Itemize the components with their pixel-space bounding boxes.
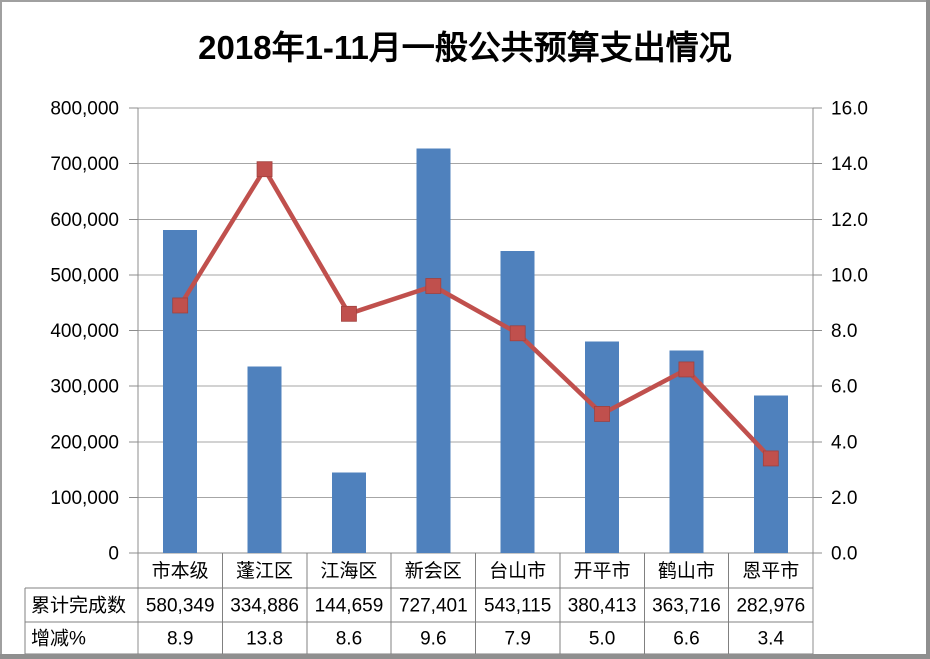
table-cell-change: 3.4 [758,629,785,650]
right-axis-tick-label: 8.0 [831,321,857,342]
category-label: 鹤山市 [658,560,715,582]
table-row-header-change: 增减% [31,628,86,650]
marker-5 [594,406,610,422]
table-cell-change: 9.6 [420,629,446,650]
left-axis-tick-label: 400,000 [50,321,119,342]
left-axis-tick-label: 600,000 [50,210,119,231]
bar-2 [331,472,366,553]
bar-0 [163,230,198,554]
category-label: 蓬江区 [236,560,293,582]
right-axis-tick-label: 2.0 [831,488,857,509]
table-cell-cumulative: 363,716 [652,596,721,617]
bar-5 [585,341,620,553]
table-cell-change: 5.0 [589,629,615,650]
category-label: 恩平市 [742,560,799,582]
right-axis-tick-label: 12.0 [831,210,868,231]
right-axis-tick-label: 16.0 [831,99,868,120]
table-cell-cumulative: 334,886 [230,596,299,617]
table-cell-change: 13.8 [246,629,283,650]
table-cell-cumulative: 380,413 [568,596,637,617]
left-axis-tick-label: 700,000 [50,154,119,175]
bar-7 [753,395,788,553]
table-cell-change: 7.9 [504,629,530,650]
left-axis-tick-label: 500,000 [50,265,119,286]
marker-4 [509,325,526,342]
table-cell-cumulative: 543,115 [484,596,551,617]
category-label: 市本级 [152,560,209,582]
right-axis-tick-label: 0.0 [831,544,857,565]
left-axis-tick-label: 300,000 [50,377,119,398]
marker-6 [678,361,695,378]
category-label: 开平市 [574,560,631,582]
left-axis-tick-label: 100,000 [50,488,119,509]
bar-1 [247,366,282,553]
table-cell-cumulative: 727,401 [399,596,468,617]
line-series [178,166,773,460]
marker-2 [341,305,357,322]
marker-1 [256,161,273,178]
category-label: 台山市 [489,560,546,582]
right-axis-tick-label: 10.0 [831,265,868,286]
category-label: 江海区 [320,560,377,582]
marker-7 [762,450,779,467]
chart-title: 2018年1-11月一般公共预算支出情况 [198,29,732,66]
left-axis-tick-label: 200,000 [50,432,119,453]
bar-3 [416,148,451,554]
table-cell-change: 8.9 [167,629,193,650]
table-cell-change: 8.6 [336,629,362,650]
right-axis-tick-label: 6.0 [831,377,857,398]
right-axis-tick-label: 4.0 [831,432,857,453]
table-cell-cumulative: 144,659 [315,596,384,617]
table-row-header-cumulative: 累计完成数 [31,595,126,617]
left-axis-tick-label: 800,000 [50,99,119,120]
table-cell-change: 6.6 [673,629,699,650]
marker-3 [425,278,442,294]
right-axis-tick-label: 14.0 [831,154,868,175]
marker-0 [172,297,189,314]
table-cell-cumulative: 282,976 [736,596,805,617]
left-axis-tick-label: 0 [108,544,119,565]
bar-4 [500,250,535,554]
table-cell-cumulative: 580,349 [146,596,215,617]
category-label: 新会区 [405,560,462,582]
